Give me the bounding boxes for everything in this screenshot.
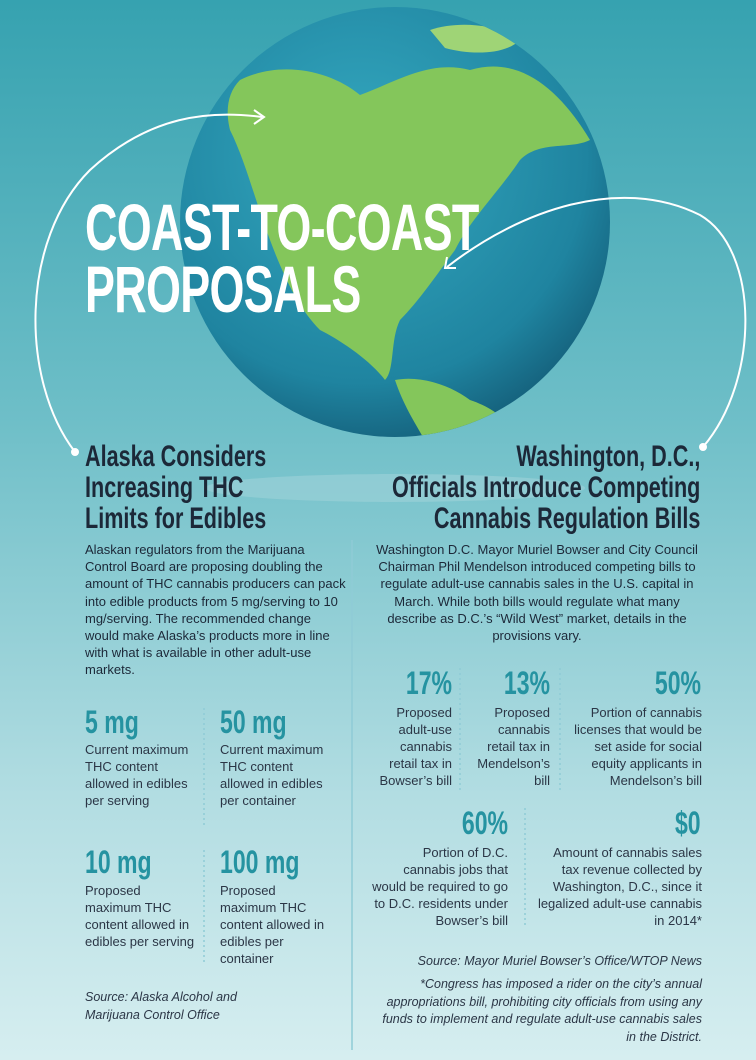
stat-label: Amount of cannabis sales tax revenue col… <box>537 845 702 928</box>
stat-value: 13% <box>503 665 550 701</box>
heading-line: Increasing THC <box>85 471 244 504</box>
title-line: PROPOSALS <box>85 252 361 326</box>
stat-value: $0 <box>675 805 701 841</box>
stat-value: 5 mg <box>85 704 139 740</box>
globe-shadow <box>205 474 585 502</box>
heading-line: Alaska Considers <box>85 440 267 473</box>
stat-value: 100 mg <box>220 844 300 880</box>
heading-line: Limits for Edibles <box>85 502 267 535</box>
stat-value: 17% <box>405 665 452 701</box>
stat-label: Proposed adult-use cannabis retail tax i… <box>379 705 453 788</box>
stat-label: Current maximum THC content allowed in e… <box>85 742 189 808</box>
arrow-dot <box>699 443 707 451</box>
dividers <box>203 540 561 1050</box>
title: COAST-TO-COAST PROPOSALS <box>85 190 479 326</box>
stat-value: 10 mg <box>85 844 152 880</box>
stat-label: Proposed maximum THC content allowed in … <box>85 883 195 949</box>
heading-line: Washington, D.C., <box>516 440 700 473</box>
dc-body: Washington D.C. Mayor Muriel Bowser and … <box>376 542 698 644</box>
heading-line: Officials Introduce Competing <box>391 471 700 504</box>
stat-value: 60% <box>461 805 508 841</box>
stat-label: Portion of cannabis licenses that would … <box>574 705 702 788</box>
source: Source: Alaska Alcohol and Marijuana Con… <box>85 990 237 1022</box>
stat-value: 50 mg <box>220 704 287 740</box>
source: Source: Mayor Muriel Bowser’s Office/WTO… <box>417 954 702 968</box>
heading-line: Cannabis Regulation Bills <box>433 502 700 535</box>
title-line: COAST-TO-COAST <box>85 190 479 264</box>
dc-heading: Washington, D.C., Officials Introduce Co… <box>272 441 700 534</box>
stat-label: Portion of D.C. cannabis jobs that would… <box>372 845 508 928</box>
alaska-heading: Alaska Considers Increasing THC Limits f… <box>85 441 337 534</box>
stat-value: 50% <box>654 665 701 701</box>
stat-label: Proposed cannabis retail tax in Mendelso… <box>477 705 550 788</box>
arrow-dot <box>71 448 79 456</box>
alaska-body: Alaskan regulators from the Marijuana Co… <box>85 542 346 678</box>
stat-label: Proposed maximum THC content allowed in … <box>220 883 325 966</box>
footnote: *Congress has imposed a rider on the cit… <box>382 977 702 1044</box>
stat-label: Current maximum THC content allowed in e… <box>220 742 324 808</box>
arrows <box>34 109 747 453</box>
